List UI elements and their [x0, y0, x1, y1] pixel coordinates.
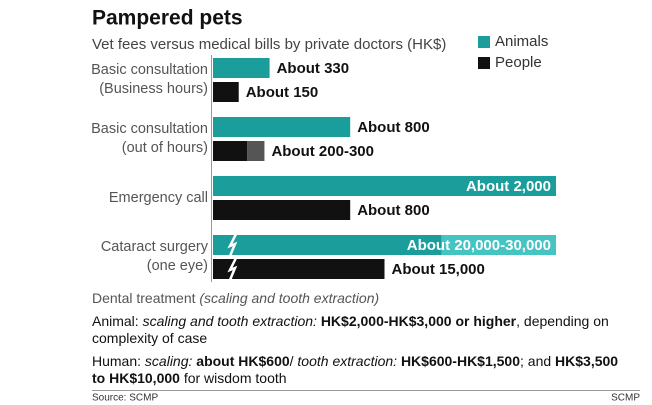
category-label: Basic consultation — [91, 62, 208, 78]
text: HK$3,500 to HK$10,000 — [92, 353, 622, 386]
notes-heading: Dental treatment (scaling and tooth extr… — [92, 290, 627, 307]
value-label: About 2,000 — [466, 178, 551, 195]
source: Source: SCMP — [92, 393, 158, 404]
text: for wisdom tooth — [179, 370, 287, 386]
legend-swatch — [478, 57, 490, 69]
text: / — [289, 353, 298, 369]
value-label: About 15,000 — [392, 261, 485, 278]
text: ; and — [520, 353, 556, 369]
bar — [213, 141, 248, 161]
text: tooth extraction: — [297, 353, 401, 369]
category-label: Emergency call — [109, 190, 208, 206]
value-label: About 150 — [246, 84, 319, 101]
text: HK$2,000-HK$3,000 or higher — [320, 313, 517, 329]
text: , depending on complexity of case — [92, 313, 613, 346]
bar — [213, 176, 556, 196]
category-label: Basic consultation — [91, 121, 208, 137]
legend-swatch — [478, 36, 490, 48]
text: about HK$600 — [196, 353, 290, 369]
chart-subtitle: Vet fees versus medical bills by private… — [92, 36, 446, 53]
text: scaling and tooth extraction: — [142, 313, 321, 329]
text: Human: — [92, 353, 145, 369]
bar — [213, 82, 239, 102]
category-label: (one eye) — [147, 258, 208, 274]
bar — [213, 58, 270, 78]
chart-title: Pampered pets — [92, 7, 243, 30]
category-label: (Business hours) — [99, 81, 208, 97]
animal-note: Animal: scaling and tooth extraction: HK… — [92, 313, 627, 347]
value-label: About 330 — [277, 60, 350, 77]
bar — [213, 235, 442, 255]
category-label: (out of hours) — [122, 140, 208, 156]
text: scaling: — [144, 353, 197, 369]
heading-detail: (scaling and tooth extraction) — [199, 290, 380, 306]
legend-label: Animals — [495, 33, 548, 50]
text: HK$600-HK$1,500 — [400, 353, 521, 369]
category-label: Cataract surgery — [101, 239, 209, 255]
heading: Dental treatment — [92, 290, 196, 306]
notes: Dental treatment (scaling and tooth extr… — [92, 290, 627, 393]
axis-break — [227, 233, 238, 257]
value-label: About 20,000-30,000 — [407, 237, 551, 254]
value-label: About 200-300 — [271, 143, 374, 160]
value-label: About 800 — [357, 202, 430, 219]
legend-label: People — [495, 54, 542, 71]
credit: SCMP — [611, 393, 640, 404]
value-label: About 800 — [357, 119, 430, 136]
bar — [213, 259, 385, 279]
bar-range — [441, 235, 556, 255]
text: Animal: — [92, 313, 143, 329]
bar — [213, 200, 351, 220]
axis-break — [227, 257, 238, 281]
bar-range — [247, 141, 265, 161]
human-note: Human: scaling: about HK$600/ tooth extr… — [92, 353, 627, 387]
bar — [213, 117, 351, 137]
